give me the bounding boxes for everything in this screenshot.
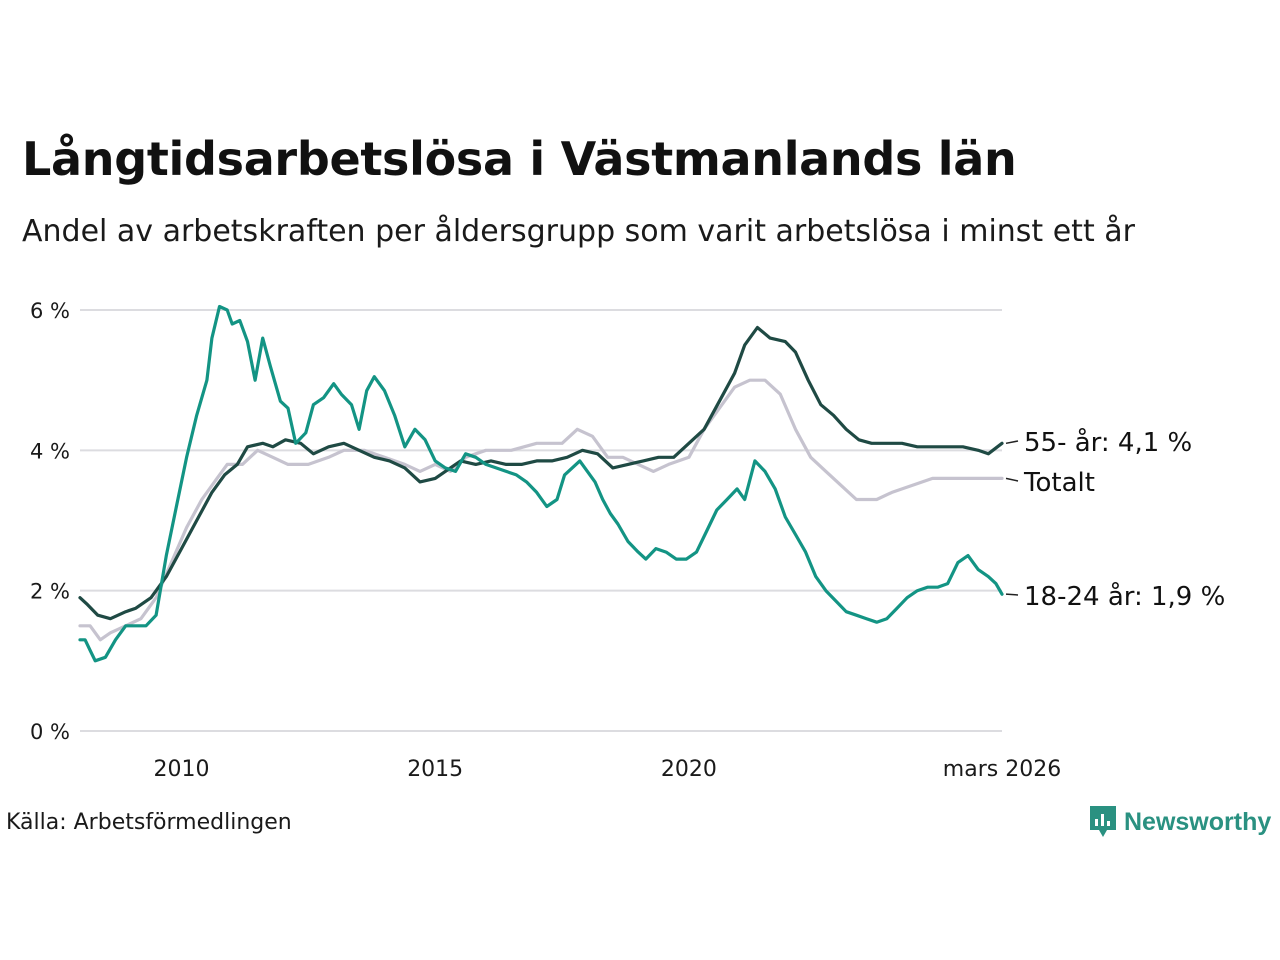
x-axis-ticks: 2010 2015 2020 mars 2026 [153,757,1061,782]
series-end-label: 18-24 år: 1,9 % [1024,581,1225,612]
series-end-label: Totalt [1023,468,1095,498]
series-lines [78,304,1004,663]
x-tick-label: 2010 [153,757,209,782]
y-axis-ticks: 0 % 2 % 4 % 6 % [30,299,70,744]
chart-title: Långtidsarbetslösa i Västmanlands län [22,132,1017,186]
series-end-labels: Totalt 55- år: 4,1 % 18-24 år: 1,9 % [1005,427,1225,612]
y-tick-label: 0 % [30,720,70,744]
brand-name: Newsworthy [1124,807,1272,836]
series-line-18-24-ar [78,304,1004,663]
y-tick-label: 6 % [30,299,70,323]
series-end-label: 55- år: 4,1 % [1024,427,1192,458]
series-line-totalt [78,378,1004,642]
newsworthy-logo: Newsworthy [1088,804,1271,840]
label-leader-line [1005,440,1019,445]
x-tick-label: 2015 [407,757,463,782]
x-tick-label: mars 2026 [943,757,1061,782]
chart-subtitle: Andel av arbetskraften per åldersgrupp s… [22,214,1135,249]
y-tick-label: 4 % [30,439,70,463]
newsworthy-logo-icon [1090,806,1116,837]
source-note: Källa: Arbetsförmedlingen [6,810,292,835]
y-tick-label: 2 % [30,580,70,604]
gridlines [80,309,1002,732]
series-line-55-ar [78,325,1004,621]
label-leader-line [1005,477,1019,482]
x-tick-label: 2020 [661,757,717,782]
label-leader-line [1005,593,1019,596]
